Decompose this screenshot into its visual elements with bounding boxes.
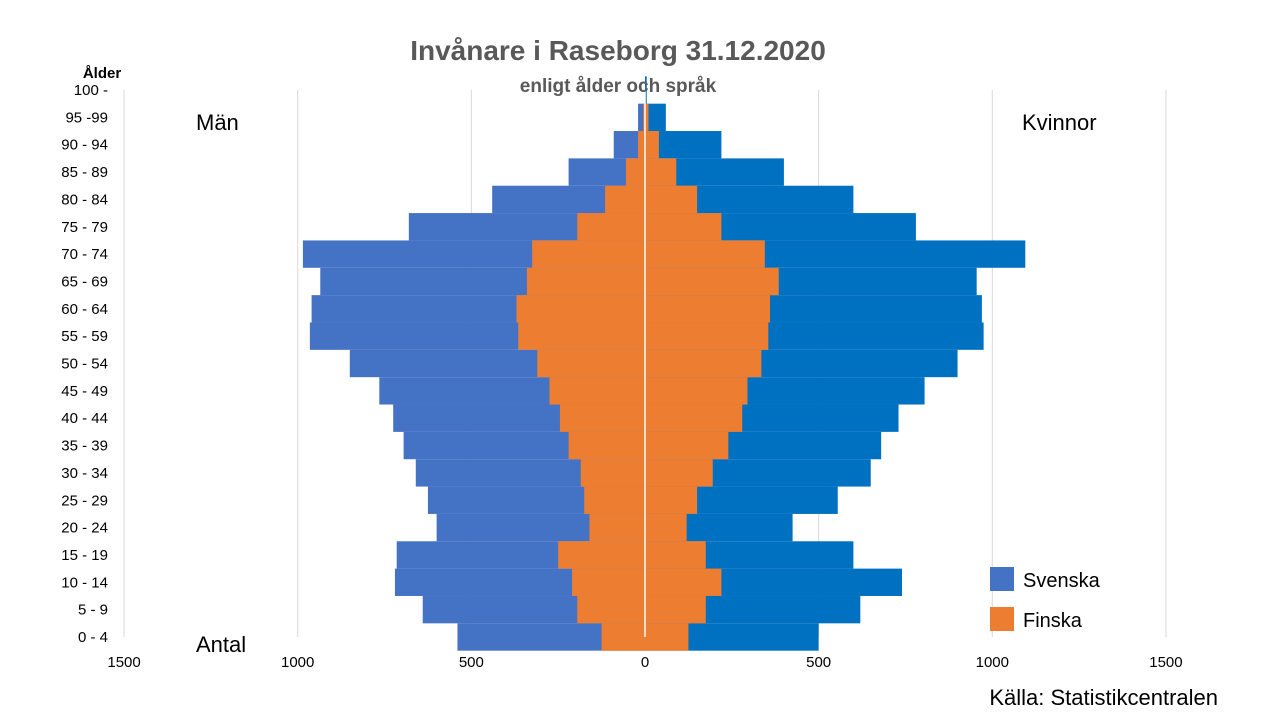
y-tick-label: 55 - 59 bbox=[61, 328, 108, 345]
x-tick-labels: 1500 1000 500 0 500 1000 1500 bbox=[107, 654, 1182, 671]
bar-finska-man bbox=[601, 623, 645, 651]
bar-finska-kvinnor bbox=[645, 486, 698, 514]
bar-finska-kvinnor bbox=[645, 213, 722, 241]
bar-finska-kvinnor bbox=[645, 459, 713, 487]
bar-finska-kvinnor bbox=[645, 103, 649, 132]
y-tick-label: 25 - 29 bbox=[61, 492, 108, 509]
chart-subtitle: enligt ålder och språk bbox=[520, 76, 717, 97]
legend-swatch-finska bbox=[990, 607, 1014, 631]
bar-finska-kvinnor bbox=[645, 185, 698, 214]
x-tick-label: 0 bbox=[641, 654, 649, 671]
bar-svenska-man bbox=[638, 103, 645, 132]
bar-finska-kvinnor bbox=[645, 404, 743, 432]
bar-svenska-kvinnor bbox=[645, 76, 647, 104]
bar-finska-man bbox=[516, 295, 645, 323]
x-tick-label: 1500 bbox=[107, 654, 140, 671]
bar-svenska-kvinnor bbox=[645, 103, 666, 132]
bar-finska-kvinnor bbox=[645, 349, 762, 378]
bar-finska-kvinnor bbox=[645, 541, 706, 569]
bar-finska-man bbox=[580, 459, 645, 487]
y-tick-labels: 0 - 4 5 - 9 10 - 14 15 - 19 20 - 24 25 - 29 30… bbox=[61, 82, 108, 646]
bar-finska-man bbox=[572, 568, 645, 596]
bar-finska-man bbox=[558, 541, 645, 569]
bar-finska-man bbox=[526, 267, 645, 296]
y-tick-label: 30 - 34 bbox=[61, 465, 108, 482]
legend: Svenska Finska bbox=[990, 567, 1101, 632]
y-tick-label: 65 - 69 bbox=[61, 273, 108, 290]
legend-label-svenska: Svenska bbox=[1023, 570, 1101, 592]
bar-finska-man bbox=[605, 185, 645, 214]
bar-finska-man bbox=[549, 377, 645, 405]
bar-finska-man bbox=[577, 213, 645, 241]
x-tick-label: 500 bbox=[806, 654, 831, 671]
bar-finska-man bbox=[577, 595, 645, 624]
x-tick-label: 1500 bbox=[1149, 654, 1182, 671]
legend-label-finska: Finska bbox=[1023, 610, 1083, 632]
bar-finska-man bbox=[559, 404, 645, 432]
bar-finska-man bbox=[537, 349, 645, 378]
bar-finska-man bbox=[568, 431, 645, 460]
x-tick-label: 1000 bbox=[976, 654, 1009, 671]
bar-finska-man bbox=[589, 513, 645, 542]
bar-finska-kvinnor bbox=[645, 431, 729, 460]
bar-finska-kvinnor bbox=[645, 377, 748, 405]
y-tick-label: 40 - 44 bbox=[61, 410, 108, 427]
y-axis-title: Ålder bbox=[83, 65, 122, 82]
y-tick-label: 60 - 64 bbox=[61, 301, 108, 318]
bar-finska-kvinnor bbox=[645, 158, 677, 186]
bar-finska-kvinnor bbox=[645, 513, 687, 542]
bar-finska-man bbox=[532, 240, 645, 268]
bar-finska-kvinnor bbox=[645, 322, 769, 350]
y-tick-label: 20 - 24 bbox=[61, 520, 108, 537]
legend-swatch-svenska bbox=[990, 567, 1014, 591]
y-tick-label: 85 - 89 bbox=[61, 164, 108, 181]
y-tick-label: 70 - 74 bbox=[61, 246, 108, 263]
bars bbox=[302, 76, 1026, 651]
bar-finska-man bbox=[518, 322, 645, 350]
bar-finska-man bbox=[584, 486, 645, 514]
bar-finska-man bbox=[638, 131, 645, 159]
left-group-label: Män bbox=[196, 110, 239, 135]
y-tick-label: 75 - 79 bbox=[61, 219, 108, 236]
y-tick-label: 0 - 4 bbox=[78, 629, 108, 646]
chart-title: Invånare i Raseborg 31.12.2020 bbox=[410, 35, 826, 66]
bar-finska-kvinnor bbox=[645, 240, 765, 268]
right-group-label: Kvinnor bbox=[1022, 110, 1097, 135]
source-note: Källa: Statistikcentralen bbox=[989, 685, 1218, 710]
y-tick-label: 80 - 84 bbox=[61, 191, 108, 208]
bar-finska-kvinnor bbox=[645, 131, 659, 159]
x-tick-label: 1000 bbox=[281, 654, 314, 671]
x-axis-title: Antal bbox=[196, 632, 246, 657]
bar-finska-man bbox=[625, 158, 645, 186]
y-tick-label: 15 - 19 bbox=[61, 547, 108, 564]
bar-finska-kvinnor bbox=[645, 623, 689, 651]
bar-finska-kvinnor bbox=[645, 267, 779, 296]
y-tick-label: 10 - 14 bbox=[61, 574, 108, 591]
y-tick-label: 50 - 54 bbox=[61, 356, 108, 373]
y-tick-label: 100 - bbox=[74, 82, 108, 99]
x-tick-label: 500 bbox=[459, 654, 484, 671]
y-tick-label: 95 -99 bbox=[65, 109, 108, 126]
bar-finska-kvinnor bbox=[645, 568, 722, 596]
bar-finska-kvinnor bbox=[645, 295, 771, 323]
y-tick-label: 5 - 9 bbox=[78, 602, 108, 619]
y-tick-label: 35 - 39 bbox=[61, 438, 108, 455]
y-tick-label: 90 - 94 bbox=[61, 137, 108, 154]
bar-finska-man bbox=[643, 103, 645, 132]
y-tick-label: 45 - 49 bbox=[61, 383, 108, 400]
bar-finska-kvinnor bbox=[645, 595, 706, 624]
